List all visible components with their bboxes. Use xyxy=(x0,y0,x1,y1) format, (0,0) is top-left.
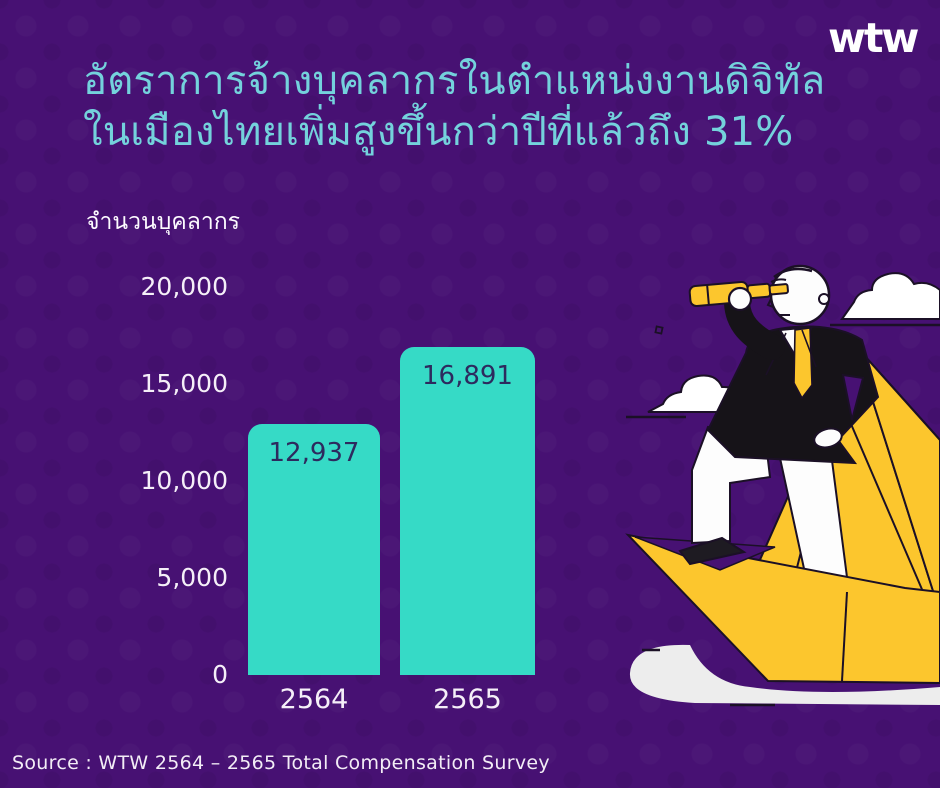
wtw-logo: wtw xyxy=(828,14,919,62)
x-tick-label: 2564 xyxy=(279,684,349,715)
man-on-paper-boat-illustration xyxy=(625,264,940,707)
cloud-icon xyxy=(830,272,940,327)
bar-value-label: 12,937 xyxy=(268,438,360,469)
man-hand-holding-telescope xyxy=(727,286,753,312)
y-tick-label: 5,000 xyxy=(156,563,228,592)
x-tick-label: 2565 xyxy=(433,684,502,715)
man-head xyxy=(766,264,831,326)
man-shoe xyxy=(678,536,747,566)
y-tick-label: 0 xyxy=(212,660,228,689)
title-line-2: ในเมืองไทยเพิ่มสูงขึ้นกว่าปีที่แล้วถึง 3… xyxy=(83,109,794,155)
water-wave xyxy=(629,644,940,705)
man-hand-on-hip xyxy=(813,427,843,449)
man-tie xyxy=(793,327,813,400)
wave-accent-lines xyxy=(642,648,775,707)
bar-2564: 12,937 xyxy=(248,424,380,675)
bar-2565: 16,891 xyxy=(400,347,535,675)
source-note: Source : WTW 2564 – 2565 Total Compensat… xyxy=(12,752,550,774)
bar-value-label: 16,891 xyxy=(422,361,513,392)
y-tick-label: 20,000 xyxy=(140,272,228,301)
page-title: อัตราการจ้างบุคลากรในตำแหน่งงานดิจิทัลใน… xyxy=(83,56,825,158)
y-tick-label: 15,000 xyxy=(140,369,228,398)
man-arm-gap xyxy=(841,373,865,421)
y-tick-label: 10,000 xyxy=(140,466,228,495)
square-accent xyxy=(654,325,664,335)
y-axis-title: จำนวนบุคลากร xyxy=(86,209,241,235)
title-line-1: อัตราการจ้างบุคลากรในตำแหน่งงานดิจิทัล xyxy=(83,58,826,104)
